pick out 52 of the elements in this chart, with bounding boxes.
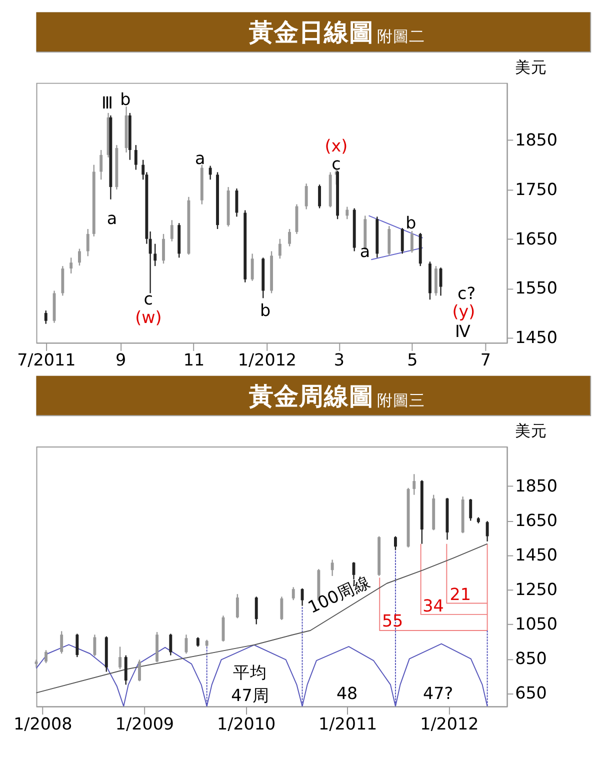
y-tick-label: 1450 [515, 328, 558, 348]
chart-title: 黃金日線圖 [248, 18, 374, 47]
annotation: a [106, 208, 118, 228]
annotation: 34 [422, 596, 444, 616]
chart-title: 黃金周線圖 [248, 381, 374, 410]
x-tick-label: 1/2009 [115, 714, 174, 734]
chart-subtitle: 附圖三 [376, 390, 425, 410]
y-tick-label: 650 [515, 684, 547, 703]
x-tick-label: 5 [407, 350, 418, 370]
annotation: 100周線 [305, 572, 373, 618]
annotation: 21 [450, 585, 471, 604]
x-tick-label: 7 [480, 350, 491, 370]
y-tick-label: 1550 [515, 278, 558, 298]
annotation: b [406, 214, 416, 233]
x-tick-label: 7/2011 [17, 350, 76, 370]
x-tick-label: 1/2012 [420, 714, 479, 734]
x-tick-label: 1/2011 [318, 714, 378, 734]
annotation: c [332, 154, 341, 174]
annotation: a [195, 148, 206, 168]
y-tick-label: 1450 [515, 546, 558, 565]
annotation: (y) [452, 302, 476, 322]
x-tick-label: 11 [183, 350, 205, 370]
x-tick-label: 3 [334, 350, 345, 370]
annotation: a [360, 242, 370, 262]
annotation: 47? [423, 684, 454, 703]
y-tick-label: 1050 [515, 614, 558, 634]
annotation: 48 [336, 684, 358, 703]
x-tick-label: 1/2008 [14, 714, 72, 734]
annotation: b [260, 301, 271, 320]
y-tick-label: 850 [515, 649, 547, 668]
y-tick-label: 1850 [515, 476, 558, 496]
annotation: c? [458, 284, 476, 303]
annotation: Ⅲ [101, 94, 113, 113]
y-tick-label: 1650 [515, 229, 558, 248]
y-tick-label: 1650 [515, 511, 558, 530]
y-tick-label: 1750 [515, 180, 558, 199]
y-tick-label: 1850 [515, 130, 558, 150]
chart-subtitle: 附圖二 [376, 26, 425, 46]
annotation: b [120, 90, 131, 109]
annotation: c [144, 290, 153, 309]
annotation: 55 [382, 611, 404, 630]
y-axis-title: 美元 [515, 421, 548, 440]
annotation: 平均 [233, 663, 268, 682]
x-tick-label: 1/2012 [238, 350, 297, 370]
y-axis-title: 美元 [515, 58, 548, 77]
x-tick-label: 1/2010 [216, 714, 276, 734]
annotation: 47周 [231, 686, 270, 705]
y-tick-label: 1250 [515, 580, 558, 600]
x-tick-label: 9 [115, 350, 126, 370]
annotation: Ⅳ [455, 322, 472, 342]
annotation: (w) [135, 308, 162, 327]
annotation: (x) [324, 136, 348, 156]
